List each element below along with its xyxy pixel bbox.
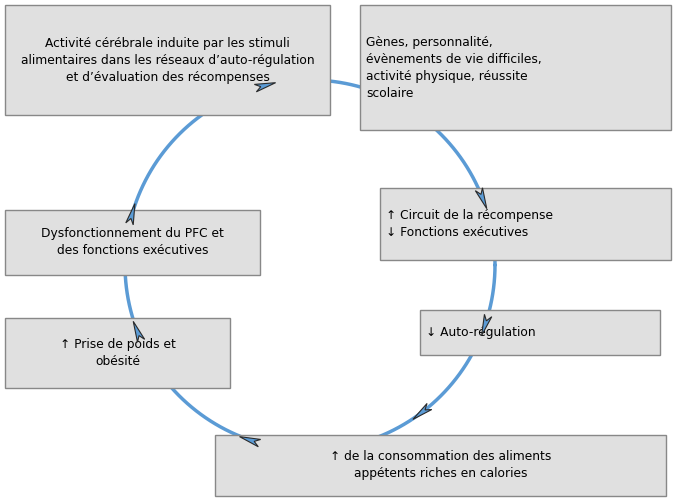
- FancyBboxPatch shape: [380, 188, 671, 260]
- Text: Dysfonctionnement du PFC et
des fonctions exécutives: Dysfonctionnement du PFC et des fonction…: [41, 227, 224, 258]
- Polygon shape: [126, 203, 135, 225]
- FancyBboxPatch shape: [420, 310, 660, 355]
- Text: ↑ Circuit de la récompense
↓ Fonctions exécutives: ↑ Circuit de la récompense ↓ Fonctions e…: [386, 209, 553, 239]
- FancyBboxPatch shape: [360, 5, 671, 130]
- Text: ↓ Auto-régulation: ↓ Auto-régulation: [426, 326, 535, 339]
- FancyBboxPatch shape: [5, 210, 260, 275]
- Polygon shape: [254, 83, 276, 92]
- FancyBboxPatch shape: [215, 435, 666, 496]
- Text: Activité cérébrale induite par les stimuli
alimentaires dans les réseaux d’auto-: Activité cérébrale induite par les stimu…: [21, 37, 314, 84]
- Text: Gènes, personnalité,
évènements de vie difficiles,
activité physique, réussite
s: Gènes, personnalité, évènements de vie d…: [366, 36, 541, 100]
- Text: ↑ de la consommation des aliments
appétents riches en calories: ↑ de la consommation des aliments appéte…: [330, 450, 551, 480]
- Polygon shape: [481, 314, 491, 336]
- Polygon shape: [133, 321, 145, 342]
- Polygon shape: [413, 403, 432, 419]
- Polygon shape: [239, 436, 261, 447]
- FancyBboxPatch shape: [5, 318, 230, 388]
- Polygon shape: [475, 188, 487, 209]
- Text: ↑ Prise de poids et
obésité: ↑ Prise de poids et obésité: [59, 338, 176, 368]
- FancyBboxPatch shape: [5, 5, 330, 115]
